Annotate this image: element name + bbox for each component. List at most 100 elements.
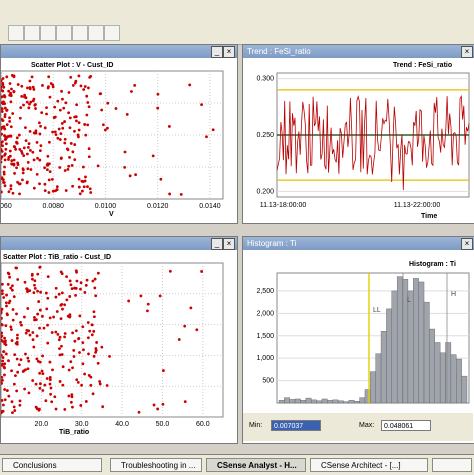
data-point [29,168,33,171]
data-point [69,360,73,364]
histogram-bar [391,290,398,404]
data-point [12,382,16,386]
x-tick-label: 20.0 [35,421,49,428]
data-point [78,192,82,196]
copy-icon[interactable] [72,25,88,41]
undo-icon[interactable] [104,25,120,41]
close-icon[interactable]: × [223,46,235,58]
data-point [58,108,62,112]
data-point [2,170,6,174]
data-point [34,318,38,322]
data-point [86,336,90,340]
data-point [58,353,62,357]
histogram-bar [289,399,296,404]
window-title: Histogram : Ti [247,239,297,248]
histogram-bar [423,301,430,404]
data-point [73,81,77,85]
data-point [20,95,24,98]
data-point [66,167,70,171]
minimize-icon[interactable]: _ [211,238,223,250]
data-point [90,323,94,327]
data-point [69,142,73,145]
data-point [4,352,8,356]
data-point [63,137,67,141]
histogram-bar [407,290,414,404]
data-point [8,82,12,85]
data-point [96,271,100,275]
data-point [63,169,67,172]
histogram-bar [294,398,301,404]
y-tick-label: 1,000 [256,355,274,362]
data-point [1,353,3,357]
data-point [43,189,47,193]
data-point [3,138,7,141]
window-titlebar: Histogram : Ti [243,237,474,250]
data-point [25,180,29,184]
data-point [18,403,22,407]
data-point [1,160,3,164]
data-point [75,103,79,107]
task-csense-architect[interactable]: CSense Architect - [...] [310,458,428,472]
data-point [49,82,53,85]
task-csense-analyst[interactable]: CSense Analyst - H... [206,458,306,472]
data-point [108,354,111,358]
data-point [3,388,7,391]
data-point [26,290,29,294]
data-point [89,191,93,194]
data-point [61,383,65,387]
data-point [84,400,88,403]
data-point [27,359,31,363]
data-point [18,182,21,186]
data-point [1,88,3,92]
data-point [15,357,19,361]
cut-icon[interactable] [56,25,72,41]
data-point [83,85,87,88]
data-point [20,323,23,327]
data-point [26,307,30,310]
data-point [71,331,75,335]
data-point [96,361,100,365]
folder-icon[interactable] [8,25,24,41]
data-point [33,286,37,290]
histogram-bar [300,400,307,404]
data-point [10,328,13,331]
data-point [27,106,31,110]
task-troubleshooting[interactable]: Troubleshooting in ... [110,458,202,472]
min-field[interactable]: 0.007037 [271,420,321,431]
data-point [2,403,5,407]
data-point [81,189,84,193]
save-icon[interactable] [24,25,40,41]
data-point [3,184,7,188]
data-point [26,145,30,149]
data-point [87,374,91,377]
data-point [1,292,4,296]
data-point [54,407,58,411]
data-point [1,77,5,80]
data-point [15,136,19,140]
data-point [3,398,7,402]
task-conclusions[interactable]: Conclusions [2,458,102,472]
histogram-bar [316,400,323,404]
data-point [7,301,11,305]
close-icon[interactable]: × [223,238,235,250]
data-point [39,290,42,294]
minimize-icon[interactable]: _ [211,46,223,58]
data-point [3,106,7,110]
data-point [24,352,27,356]
data-point [5,75,9,79]
close-icon[interactable]: × [461,46,473,58]
paste-icon[interactable] [88,25,104,41]
scatter-plot-tib-svg: 20.0 30.0 40.0 50.0 60.0 [1,262,224,428]
histogram-bar [375,353,382,404]
data-point [41,314,44,318]
print-icon[interactable] [40,25,56,41]
data-point [70,287,74,290]
close-icon[interactable]: × [461,238,473,250]
data-point [61,307,64,311]
data-point [58,380,62,383]
data-point [68,126,72,130]
data-point [48,360,52,364]
data-point [33,103,37,107]
max-field[interactable]: 0.048061 [381,420,431,431]
data-point [11,191,15,195]
